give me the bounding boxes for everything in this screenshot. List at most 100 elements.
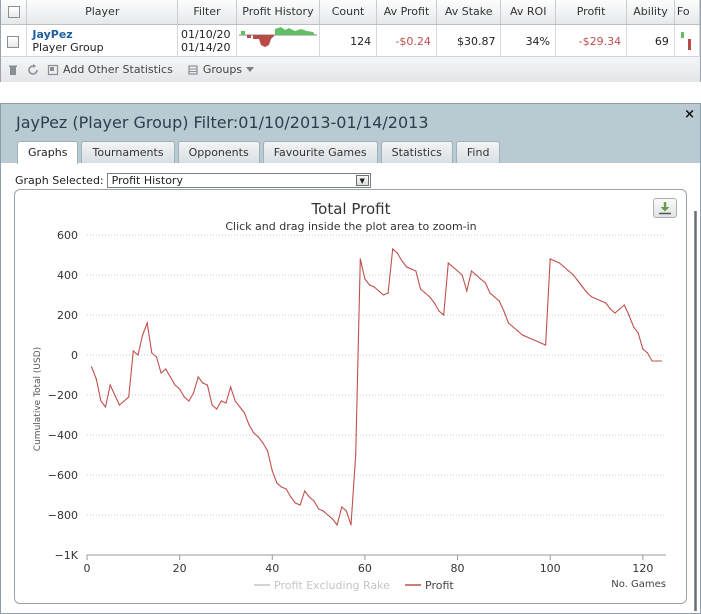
groups-icon (188, 64, 198, 75)
profit-point (378, 290, 380, 292)
profit-point (206, 384, 208, 386)
profit-chart[interactable]: Total Profit Click and drag inside the p… (15, 190, 686, 603)
profit-point (216, 408, 218, 410)
profit-point (623, 304, 625, 306)
col-profit[interactable]: Profit (555, 0, 628, 25)
profit-point (586, 292, 588, 294)
profit-point (336, 524, 338, 526)
profit-point (369, 284, 371, 286)
profit-point (364, 278, 366, 280)
grid-toolbar: Add Other Statistics Groups (1, 56, 700, 82)
filter-cell: 01/10/20 01/14/20 (177, 24, 237, 59)
select-all-checkbox[interactable] (7, 6, 20, 19)
tab-statistics[interactable]: Statistics (380, 141, 453, 163)
col-form[interactable]: Fo (674, 0, 701, 25)
profit-point (401, 260, 403, 262)
col-av-roi[interactable]: Av ROI (500, 0, 557, 25)
profit-point (475, 274, 477, 276)
tab-find[interactable]: Find (455, 141, 501, 163)
profit-point (230, 386, 232, 388)
profit-point (239, 406, 241, 408)
chart-subtitle: Click and drag inside the plot area to z… (225, 220, 476, 233)
profit-series-line (91, 247, 662, 527)
profit-point (410, 268, 412, 270)
y-tick-label: 400 (57, 269, 78, 282)
tab-graphs[interactable]: Graphs (17, 141, 79, 164)
tab-opponents[interactable]: Opponents (177, 141, 260, 163)
y-tick-label: 600 (57, 229, 78, 242)
profit-points (91, 248, 663, 526)
profit-point (507, 322, 510, 324)
groups-dropdown[interactable]: Groups (187, 63, 255, 76)
profit-point (304, 490, 306, 492)
profit-point (558, 262, 561, 264)
panel-header: JayPez (Player Group) Filter:01/10/2013-… (1, 104, 700, 164)
col-filter[interactable]: Filter (177, 0, 237, 25)
col-ability[interactable]: Ability (626, 0, 675, 25)
profit-point (104, 406, 107, 408)
y-tick-label: −200 (48, 389, 78, 402)
profit-point (526, 336, 528, 338)
refresh-button[interactable] (27, 63, 39, 76)
profit-point (174, 384, 176, 386)
ability-cell: 69 (626, 24, 675, 59)
delete-button[interactable] (7, 64, 19, 76)
player-name-link[interactable]: JayPez (32, 28, 73, 41)
profit-point (151, 352, 153, 354)
col-player[interactable]: Player (26, 0, 179, 25)
profit-point (605, 302, 607, 304)
count-cell: 124 (319, 24, 378, 59)
table-row[interactable]: JayPez Player Group 01/10/20 01/14/20 12… (1, 24, 701, 59)
close-button[interactable]: × (684, 107, 695, 122)
profit-point (563, 266, 565, 268)
col-profit-history[interactable]: Profit History (236, 0, 320, 25)
profit-point (267, 450, 269, 452)
profit-point (243, 412, 246, 414)
player-table: Player Filter Profit History Count Av Pr… (1, 0, 701, 59)
profit-point (609, 308, 612, 310)
graph-select[interactable]: Profit History ▼ (106, 173, 371, 188)
add-stats-icon (47, 64, 59, 75)
y-tick-label: 0 (71, 349, 78, 362)
profit-point (540, 342, 542, 344)
x-tick-label: 80 (451, 562, 465, 575)
profit-point (262, 442, 264, 444)
profit-history-cell (236, 24, 320, 59)
profit-point (549, 258, 551, 260)
profit-point (452, 266, 454, 268)
add-other-statistics-button[interactable]: Add Other Statistics (47, 63, 173, 76)
x-axis: 0 20 40 60 80 100 120 (84, 554, 666, 575)
col-count[interactable]: Count (319, 0, 378, 25)
profit-point (503, 310, 505, 312)
profit-point (290, 496, 292, 498)
profit-point (489, 292, 491, 294)
x-tick-label: 60 (358, 562, 372, 575)
legend-item-profit-ex-rake[interactable]: Profit Excluding Rake (254, 579, 390, 592)
row-checkbox[interactable] (7, 35, 19, 48)
tab-tournaments[interactable]: Tournaments (81, 141, 175, 163)
profit-point (355, 454, 357, 456)
profit-point (253, 432, 255, 434)
legend-item-profit[interactable]: Profit (405, 579, 454, 592)
profit-point (535, 340, 537, 342)
profit-point (341, 506, 343, 508)
y-tick-label: −600 (48, 469, 78, 482)
profit-point (656, 360, 658, 362)
profit-sparkline[interactable] (237, 25, 319, 55)
download-chart-button[interactable] (653, 198, 677, 218)
profit-point (225, 402, 227, 404)
profit-point (494, 296, 496, 298)
y-tick-label: −800 (48, 509, 78, 522)
col-av-profit[interactable]: Av Profit (376, 0, 437, 25)
x-tick-label: 120 (632, 562, 653, 575)
profit-point (280, 486, 283, 488)
panel-scrollbar[interactable] (692, 211, 699, 611)
profit-point (285, 488, 287, 490)
profit-point (109, 384, 111, 386)
profit-point (568, 270, 570, 272)
tab-favourite-games[interactable]: Favourite Games (262, 141, 378, 163)
x-tick-label: 0 (84, 562, 91, 575)
panel-title: JayPez (Player Group) Filter:01/10/2013-… (16, 113, 429, 132)
player-cell: JayPez Player Group (26, 24, 179, 59)
col-av-stake[interactable]: Av Stake (436, 0, 502, 25)
